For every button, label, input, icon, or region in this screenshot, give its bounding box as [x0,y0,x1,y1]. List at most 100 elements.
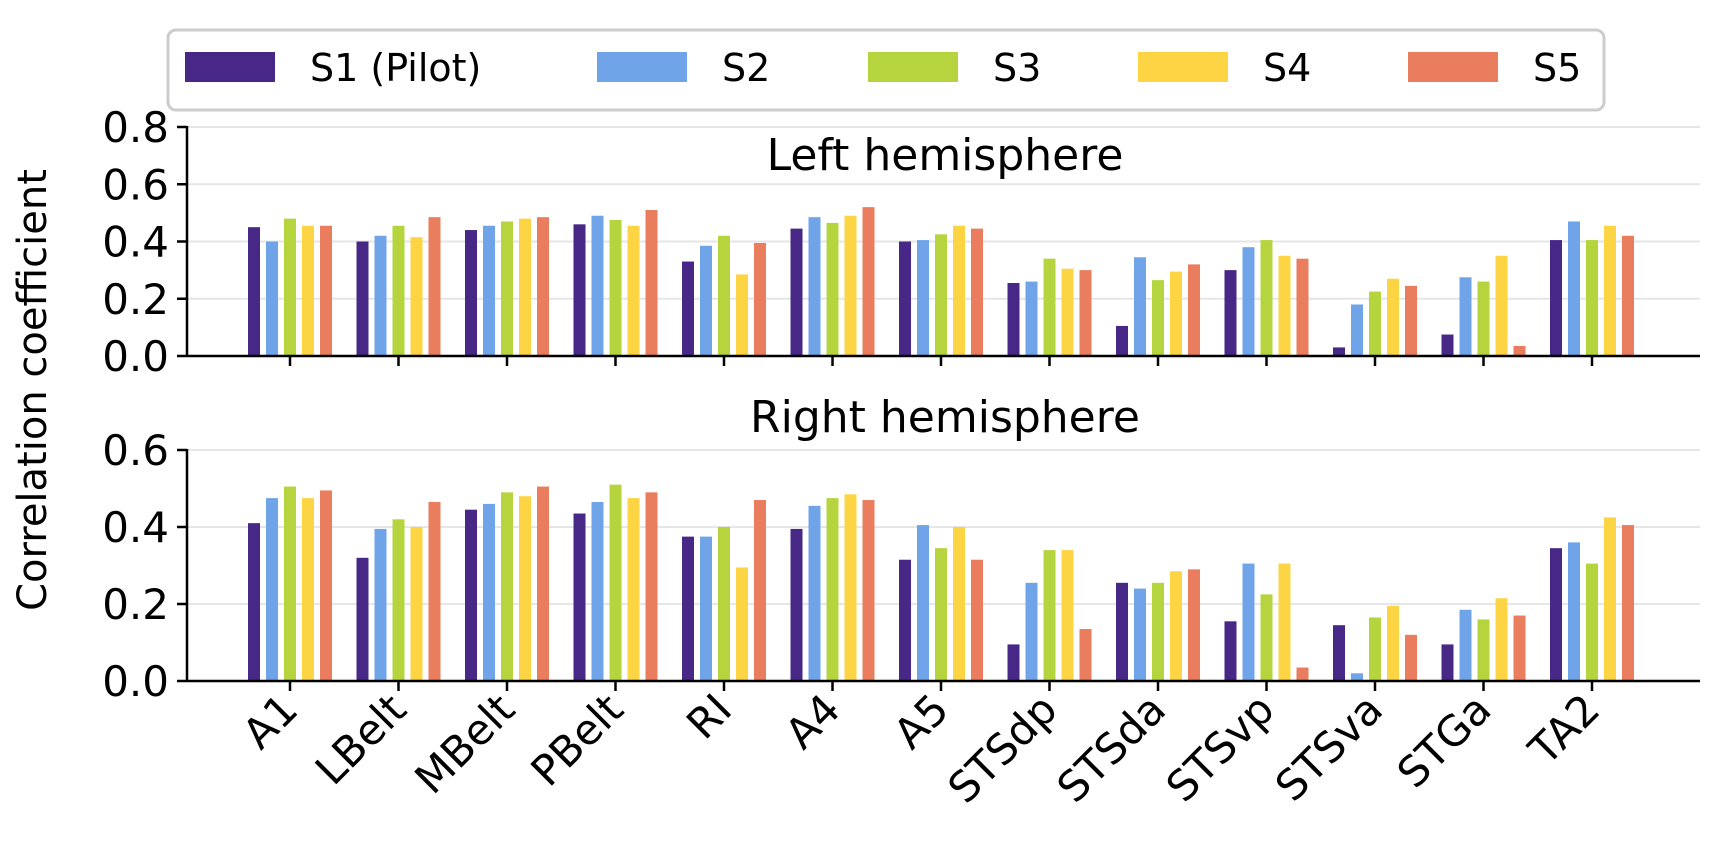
bar-s4-stsdp [1061,268,1074,356]
bar-s3-stsva [1369,617,1381,681]
bar-s2-lbelt [374,528,387,681]
bar-s5-lbelt [428,217,441,356]
legend-swatch [868,52,958,82]
bar-s2-mbelt [483,225,495,356]
bar-s5-stga [1513,615,1526,681]
bar-s3-lbelt [392,225,405,356]
bar-s5-a5 [971,228,983,356]
bar-s3-ri [718,235,730,356]
bar-s3-pbelt [609,220,622,356]
category-label: A4 [776,684,850,758]
y-axis-label: Correlation coefficient [10,169,56,611]
bar-s4-stga [1495,598,1508,681]
bar-s3-a1 [284,218,296,356]
bar-s4-a1 [302,498,314,681]
bar-s2-ta2 [1568,221,1580,356]
bar-s2-a4 [808,217,821,356]
bar-s5-stsva [1405,634,1417,681]
bar-s1-pilot-a5 [899,241,911,356]
bar-s3-stsdp [1043,550,1056,681]
bar-s1-pilot-stsva [1333,625,1345,681]
bar-s5-a4 [862,500,875,681]
bar-s1-pilot-stga [1441,334,1454,356]
y-tick-label: 0.0 [102,332,169,381]
category-label: STGa [1388,684,1501,797]
bar-s2-a1 [266,241,278,356]
bar-s1-pilot-stsvp [1224,270,1237,356]
bar-s1-pilot-a4 [790,228,803,356]
category-label: LBelt [306,684,416,794]
bar-s2-lbelt [374,235,387,356]
bar-s4-pbelt [627,225,640,356]
bar-s2-stsda [1134,257,1146,356]
bar-s4-stsda [1170,571,1182,681]
bar-s3-ta2 [1586,563,1598,681]
legend-swatch [1138,52,1228,82]
bar-s2-stsvp [1242,563,1255,681]
bar-s5-ri [754,500,766,681]
bar-s3-a5 [935,234,947,356]
y-tick-label: 0.8 [102,103,169,152]
bar-s4-a4 [844,215,857,356]
bar-s4-ri [736,567,748,681]
category-label: MBelt [405,684,524,803]
bar-s2-stga [1459,609,1472,681]
bar-s5-stsda [1188,569,1200,681]
bar-s5-pbelt [645,492,658,681]
bar-s1-pilot-a5 [899,559,911,681]
bar-s4-pbelt [627,498,640,681]
bar-s4-mbelt [519,496,531,681]
bar-s2-stga [1459,277,1472,356]
bar-s5-stsvp [1296,258,1309,356]
bar-s1-pilot-lbelt [356,241,369,356]
bar-s5-a1 [320,490,332,681]
bar-s3-stga [1477,281,1490,356]
legend-label: S5 [1533,46,1581,90]
legend-swatch [1408,52,1498,82]
bar-s3-stsvp [1260,240,1273,356]
bar-s4-stsva [1387,605,1399,681]
bar-s5-a1 [320,225,332,356]
bar-s1-pilot-mbelt [465,509,477,681]
bar-s2-pbelt [591,501,604,681]
bar-s5-stsdp [1079,270,1092,356]
bar-s1-pilot-ta2 [1550,548,1562,681]
bar-s4-a1 [302,225,314,356]
bar-s1-pilot-lbelt [356,557,369,681]
category-label: STSda [1048,684,1176,812]
bar-s5-mbelt [537,217,549,356]
bar-s2-a1 [266,498,278,681]
bar-s1-pilot-ri [682,536,694,681]
legend: S1 (Pilot) S2 S3 S4 S5 [166,28,1606,112]
bar-s4-stsvp [1278,255,1291,356]
y-tick-label: 0.0 [102,657,169,706]
legend-swatch [185,52,275,82]
bar-s4-stsva [1387,278,1399,356]
category-label: STSvp [1157,684,1284,811]
bar-s4-mbelt [519,218,531,356]
y-tick-label: 0.4 [102,218,169,267]
left-hemisphere-panel: 0.0 0.2 0.4 0.6 0.8 Left hemisphere [102,103,1700,381]
legend-label: S3 [993,46,1041,90]
bar-s4-ri [736,274,748,356]
bar-s2-a5 [917,240,929,356]
y-tick-label: 0.6 [102,426,169,475]
bar-s2-ri [700,245,712,356]
bar-s3-a1 [284,486,296,681]
bar-s5-stsvp [1296,667,1309,681]
panel-title: Left hemisphere [767,130,1124,181]
bar-s5-stga [1513,345,1526,356]
legend-label: S4 [1263,46,1311,90]
category-label: A5 [884,684,958,758]
bar-s3-mbelt [501,492,513,681]
category-label: STSva [1266,684,1392,810]
bar-s3-lbelt [392,519,405,681]
bar-s5-mbelt [537,486,549,681]
bar-s3-ta2 [1586,240,1598,356]
bar-s2-a5 [917,525,929,681]
bar-s5-ta2 [1622,525,1634,681]
bar-s4-a5 [953,527,965,681]
bar-s5-stsva [1405,285,1417,356]
category-label: PBelt [521,684,632,795]
